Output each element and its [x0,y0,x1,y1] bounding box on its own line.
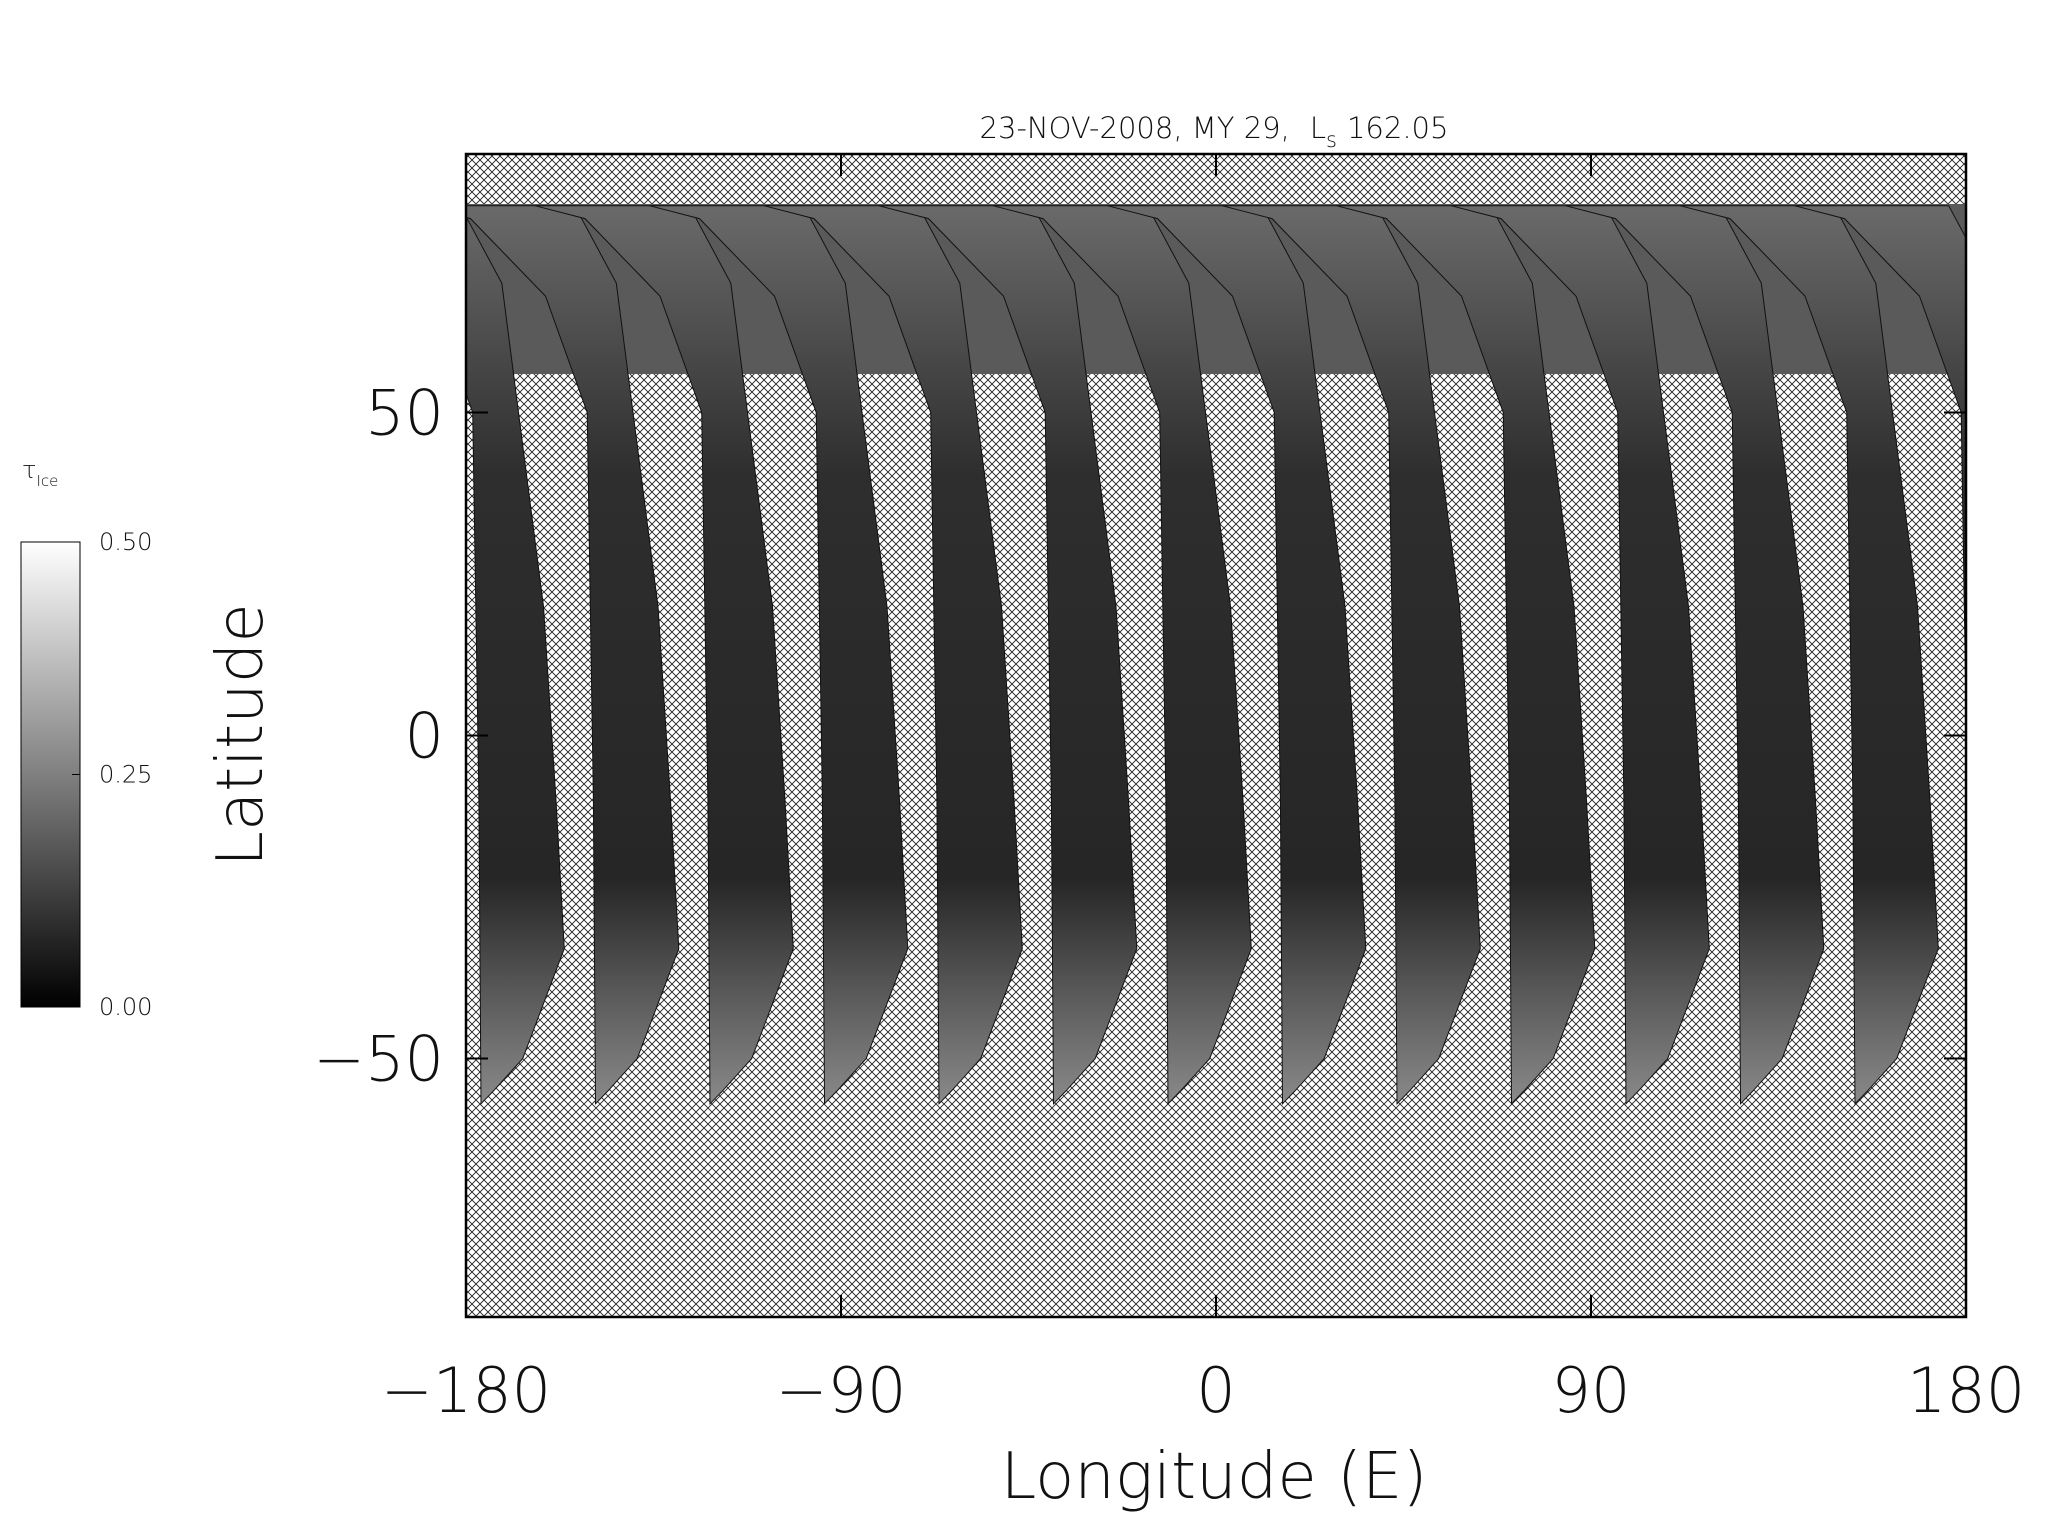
y-tick-label: 50 [365,376,444,449]
x-tick-label: −90 [776,1354,907,1427]
y-tick-label: 0 [405,700,444,773]
y-axis-label: Latitude [204,603,278,866]
title-value: 162.05 [1347,111,1448,145]
colorbar-symbol: τ [22,456,36,484]
chart-title: 23-NOV-2008, MY 29, Ls 162.05 [980,111,1449,152]
colorbar-tick-label: 0.50 [99,528,152,556]
x-tick-label: 180 [1907,1354,2025,1427]
title-symbol: L [1310,111,1326,145]
colorbar-tick-label: 0.25 [99,761,152,789]
colorbar-subscript: Ice [36,472,58,490]
x-tick-label: −180 [381,1354,551,1427]
colorbar-tick-label: 0.00 [99,993,152,1021]
title-text: 23-NOV-2008, MY 29, [980,111,1290,145]
x-tick-label: 0 [1196,1354,1235,1427]
colorbar-label: τIce [22,456,58,490]
title-subscript: s [1326,128,1337,152]
colorbar [21,542,80,1007]
y-tick-label: −50 [313,1023,444,1096]
x-axis-label: Longitude (E) [1001,1440,1428,1514]
x-tick-label: 90 [1552,1354,1631,1427]
